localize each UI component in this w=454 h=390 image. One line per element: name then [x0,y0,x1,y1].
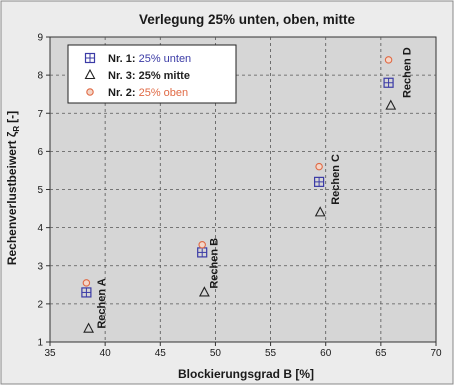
data-point-series-1 [383,77,394,88]
y-axis-label: Rechenverlustbeiwert ζR [-] [5,111,21,265]
y-tick-label: 2 [37,299,43,310]
data-point-series-1 [313,176,325,187]
data-point-series-3 [82,279,91,287]
annotation-label: Rechen C [330,154,342,205]
legend-box [67,44,237,104]
data-point-series-2 [314,206,326,217]
y-tick-label: 7 [37,109,43,120]
legend-entry-text: 25% unten [139,53,192,65]
x-tick-label: 70 [430,348,442,359]
legend-marker-1 [84,52,96,64]
x-tick-label: 50 [210,348,222,359]
grid-lines [50,37,436,342]
data-point-series-2 [385,99,397,110]
legend-entry-prefix: Nr. 3: [108,70,139,82]
x-tick-label: 35 [44,348,56,359]
legend-entry-3: Nr. 2: 25% oben [108,87,188,99]
chart-title: Verlegung 25% unten, oben, mitte [139,12,356,27]
y-tick-label: 9 [37,33,43,44]
data-point-series-3 [384,56,393,64]
data-point-series-3 [315,162,323,171]
y-tick-label: 5 [37,185,43,196]
x-tick-label: 65 [375,348,387,359]
annotation-label: Rechen A [96,278,108,328]
y-tick-label: 1 [37,338,43,349]
x-tick-label: 60 [320,348,332,359]
x-axis-label: Blockierungsgrad B [%] [178,367,314,381]
annotation-label: Rechen D [402,47,414,98]
annotation-label: Rechen B [209,238,221,289]
x-tick-label: 45 [155,348,167,359]
x-tick-label: 40 [100,348,112,359]
data-points [81,56,397,333]
y-axis-label-unit: [-] [5,111,19,123]
data-point-series-3 [198,241,206,249]
y-axis-label-sub: R [12,126,21,132]
data-point-series-1 [81,287,92,298]
y-tick-label: 3 [37,261,43,272]
legend-marker-3 [86,88,94,96]
legend-marker-2 [84,68,96,80]
legend-entry-text: 25% oben [139,87,189,99]
y-axis-label-main: Rechenverlustbeiwert ζ [5,131,19,265]
data-point-series-2 [198,286,210,297]
data-point-series-2 [83,322,95,333]
legend-entry-prefix: Nr. 2: [108,87,139,99]
y-tick-label: 8 [37,71,43,82]
legend-entry-prefix: Nr. 1: [108,53,139,65]
legend-entry-1: Nr. 1: 25% unten [108,53,191,65]
legend-entry-text: 25% mitte [139,70,190,82]
y-tick-label: 4 [37,223,43,234]
y-tick-label: 6 [37,147,43,158]
annotations: Rechen A Rechen B Rechen C Rechen D [96,47,413,328]
x-tick-label: 55 [265,348,277,359]
legend-entry-2: Nr. 3: 25% mitte [108,70,190,82]
